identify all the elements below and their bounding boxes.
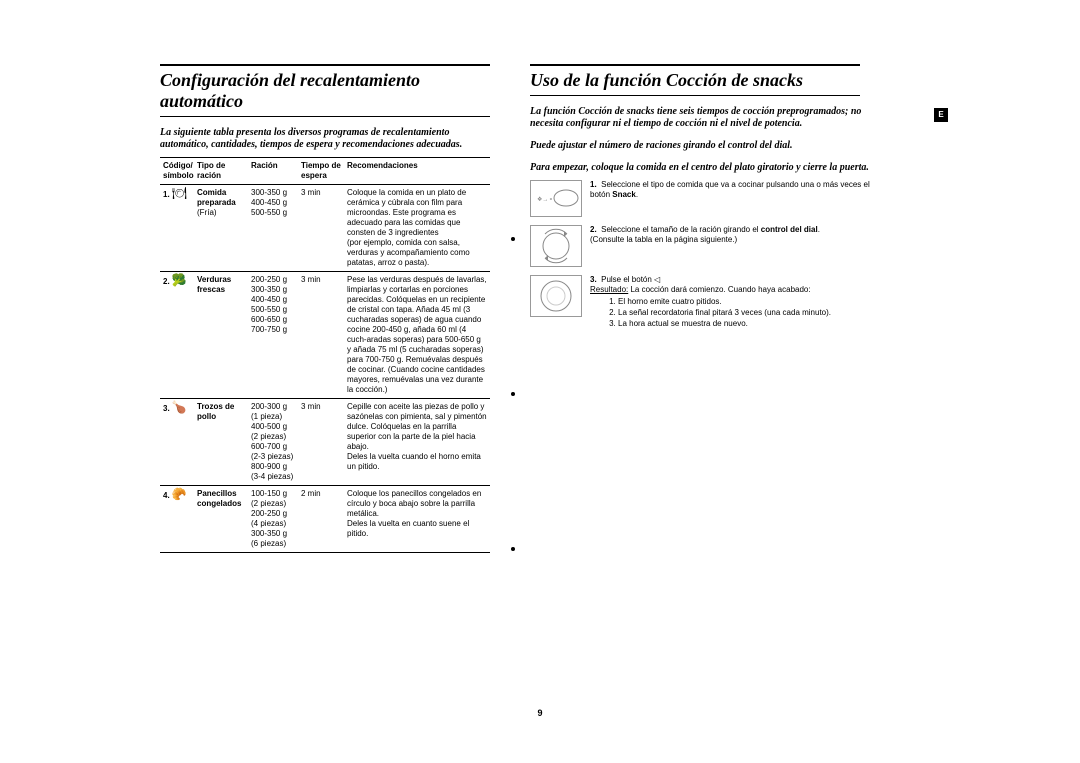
page-number: 9 [0, 708, 1080, 718]
reg-dot [511, 392, 515, 396]
column-right: Uso de la función Cocción de snacks La f… [530, 70, 870, 338]
table-row: 2. 🥦Verduras frescas200-250 g 300-350 g … [160, 272, 490, 399]
rule-right-top [530, 64, 860, 66]
step-illustration [530, 275, 582, 317]
cell-code: 4. 🥐 [160, 486, 194, 553]
reg-dot [511, 547, 515, 551]
intro-right-2: Puede ajustar el número de raciones gira… [530, 140, 870, 152]
cell-wait: 3 min [298, 399, 344, 486]
cell-rec: Coloque los panecillos congelados en cír… [344, 486, 490, 553]
step-1: ❖→⚬ 1. Seleccione el tipo de comida que v… [530, 180, 870, 217]
cell-wait: 3 min [298, 272, 344, 399]
cell-food: Trozos de pollo [194, 399, 248, 486]
step-text: 2. Seleccione el tamaño de la ración gir… [590, 225, 870, 267]
rule-left-top [160, 64, 490, 66]
intro-left: La siguiente tabla presenta los diversos… [160, 127, 500, 151]
cell-wait: 3 min [298, 185, 344, 272]
cell-serving: 100-150 g (2 piezas) 200-250 g (4 piezas… [248, 486, 298, 553]
language-tab: E [934, 108, 948, 122]
cell-food: Panecillos congelados [194, 486, 248, 553]
th-rec: Recomendaciones [344, 158, 490, 185]
step-text: 1. Seleccione el tipo de comida que va a… [590, 180, 870, 217]
reg-dot [511, 237, 515, 241]
table-row: 1. 🍽Comida preparada(Fría)300-350 g 400-… [160, 185, 490, 272]
intro-right-1: La función Cocción de snacks tiene seis … [530, 106, 870, 130]
cell-rec: Coloque la comida en un plato de cerámic… [344, 185, 490, 272]
step-text: 3. Pulse el botón ◁Resultado: La cocción… [590, 275, 870, 330]
table-row: 3. 🍗Trozos de pollo200-300 g (1 pieza) 4… [160, 399, 490, 486]
th-code: Código/ símbolo [160, 158, 194, 185]
step-illustration: ❖→⚬ [530, 180, 582, 217]
reheat-table: Código/ símbolo Tipo de ración Ración Ti… [160, 157, 490, 553]
intro-right-3: Para empezar, coloque la comida en el ce… [530, 162, 870, 174]
rule-right-after [530, 95, 860, 96]
cell-wait: 2 min [298, 486, 344, 553]
table-header-row: Código/ símbolo Tipo de ración Ración Ti… [160, 158, 490, 185]
column-left: Configuración del recalentamiento automá… [160, 70, 500, 553]
steps-container: ❖→⚬ 1. Seleccione el tipo de comida que v… [530, 180, 870, 330]
step-3: 3. Pulse el botón ◁Resultado: La cocción… [530, 275, 870, 330]
cell-rec: Cepille con aceite las piezas de pollo y… [344, 399, 490, 486]
manual-page: Configuración del recalentamiento automá… [0, 0, 1080, 763]
step-illustration [530, 225, 582, 267]
cell-code: 2. 🥦 [160, 272, 194, 399]
th-serving: Ración [248, 158, 298, 185]
step-2: 2. Seleccione el tamaño de la ración gir… [530, 225, 870, 267]
th-food: Tipo de ración [194, 158, 248, 185]
cell-code: 1. 🍽 [160, 185, 194, 272]
cell-serving: 300-350 g 400-450 g 500-550 g [248, 185, 298, 272]
cell-code: 3. 🍗 [160, 399, 194, 486]
cell-rec: Pese las verduras después de lavarlas, l… [344, 272, 490, 399]
cell-serving: 200-300 g (1 pieza) 400-500 g (2 piezas)… [248, 399, 298, 486]
svg-text:❖→⚬: ❖→⚬ [537, 197, 553, 203]
rule-left-after [160, 116, 490, 117]
result-item: La hora actual se muestra de nuevo. [618, 319, 870, 329]
heading-right: Uso de la función Cocción de snacks [530, 70, 870, 91]
th-wait: Tiempo de espera [298, 158, 344, 185]
table-row: 4. 🥐Panecillos congelados100-150 g (2 pi… [160, 486, 490, 553]
cell-food: Verduras frescas [194, 272, 248, 399]
cell-serving: 200-250 g 300-350 g 400-450 g 500-550 g … [248, 272, 298, 399]
result-item: El horno emite cuatro pitidos. [618, 297, 870, 307]
cell-food: Comida preparada(Fría) [194, 185, 248, 272]
heading-left: Configuración del recalentamiento automá… [160, 70, 500, 112]
result-item: La señal recordatoria final pitará 3 vec… [618, 308, 870, 318]
